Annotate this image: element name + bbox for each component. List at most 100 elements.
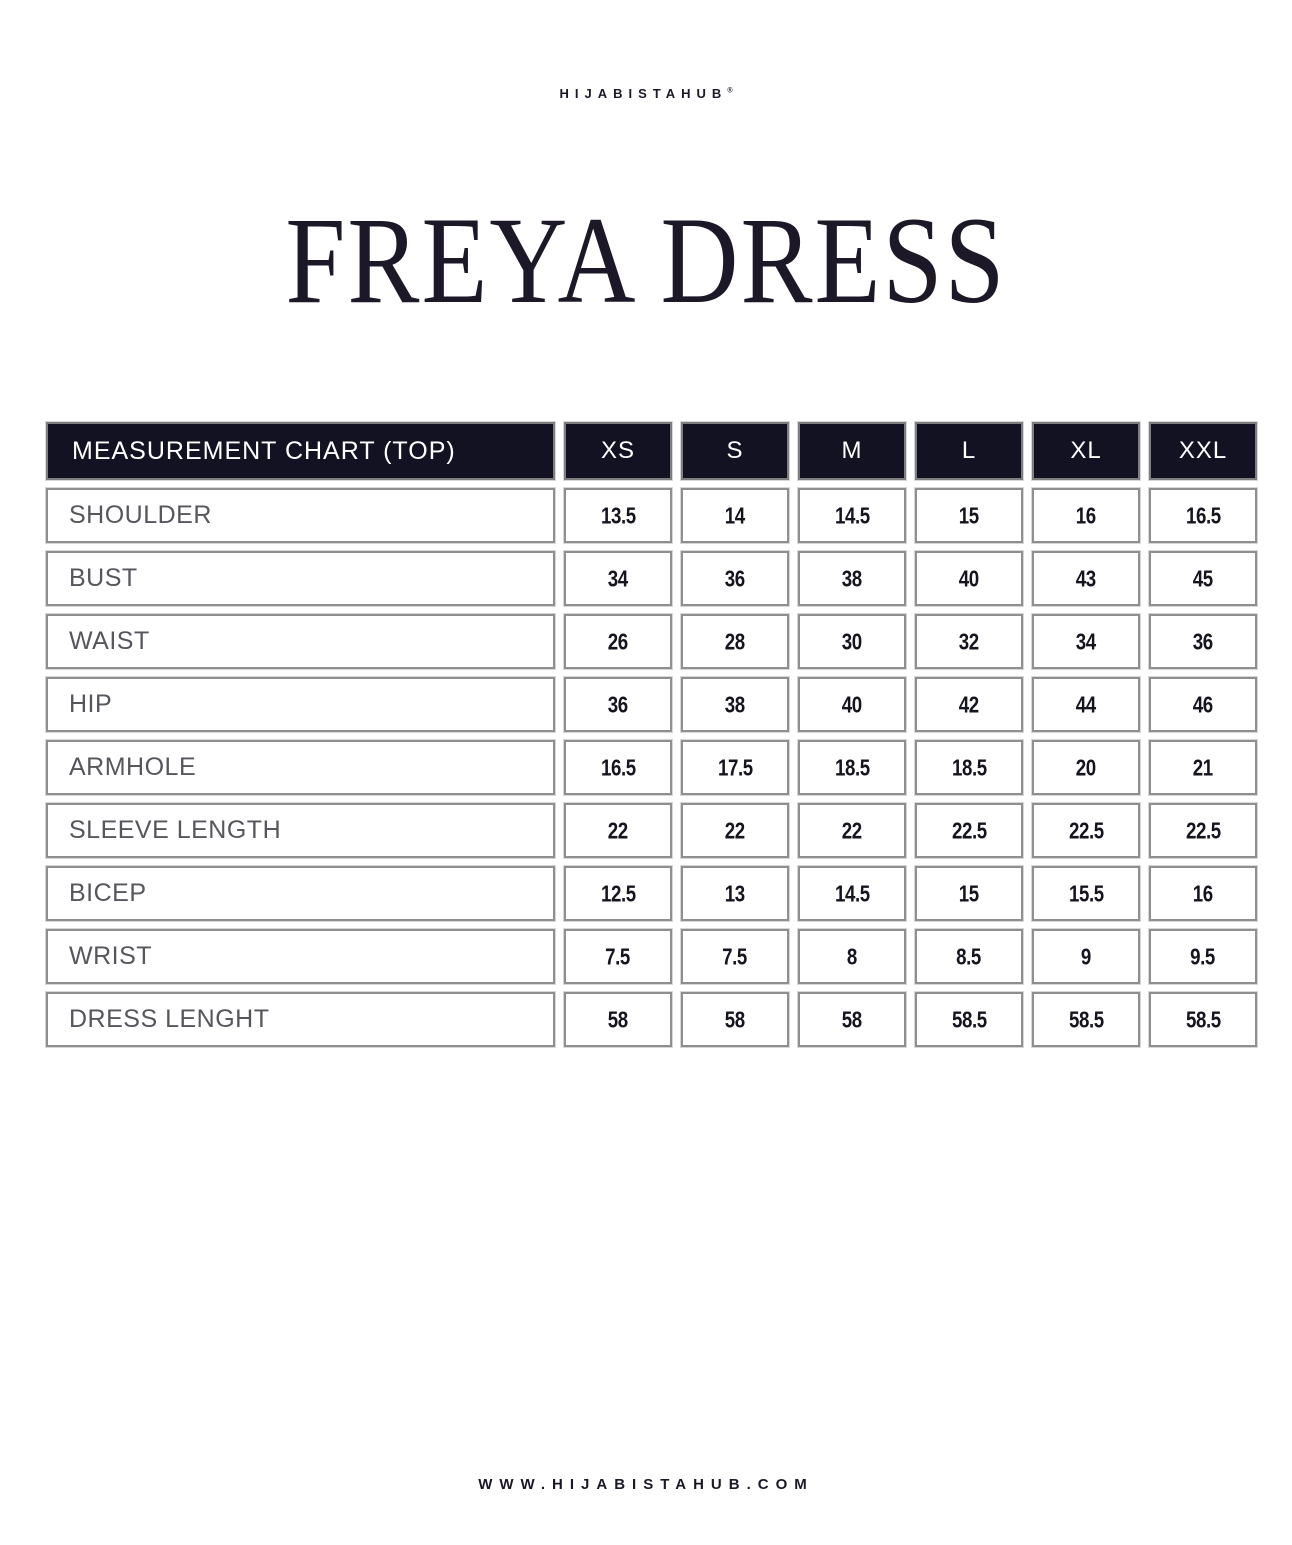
measurement-value: 40 — [842, 690, 862, 718]
value-hip-l: 42 — [915, 677, 1023, 732]
value-armhole-xs: 16.5 — [564, 740, 672, 795]
size-header-xxl: XXL — [1149, 422, 1257, 480]
measurement-value: 18.5 — [951, 753, 987, 781]
value-bicep-m: 14.5 — [798, 866, 906, 921]
measurement-value: 43 — [1076, 564, 1096, 592]
brand-logo-regular: HIJABISTA — [559, 86, 682, 101]
measurement-value: 17.5 — [717, 753, 753, 781]
value-sleeve-length-xxl: 22.5 — [1149, 803, 1257, 858]
size-header-l: L — [915, 422, 1023, 480]
value-wrist-s: 7.5 — [681, 929, 789, 984]
measurement-value: 28 — [725, 627, 745, 655]
value-armhole-s: 17.5 — [681, 740, 789, 795]
size-header-xl: XL — [1032, 422, 1140, 480]
measurement-value: 32 — [959, 627, 979, 655]
size-header-m: M — [798, 422, 906, 480]
value-bust-l: 40 — [915, 551, 1023, 606]
row-label-armhole: ARMHOLE — [46, 740, 555, 795]
measurement-value: 45 — [1193, 564, 1213, 592]
measurement-value: 15 — [959, 501, 979, 529]
row-label-dress-lenght: DRESS LENGHT — [46, 992, 555, 1047]
value-armhole-xxl: 21 — [1149, 740, 1257, 795]
value-hip-xxl: 46 — [1149, 677, 1257, 732]
value-waist-xxl: 36 — [1149, 614, 1257, 669]
measurement-value: 42 — [959, 690, 979, 718]
value-bicep-xxl: 16 — [1149, 866, 1257, 921]
measurement-value: 9.5 — [1190, 942, 1216, 970]
value-armhole-m: 18.5 — [798, 740, 906, 795]
measurement-value: 12.5 — [600, 879, 636, 907]
value-bust-s: 36 — [681, 551, 789, 606]
measurement-value: 58 — [725, 1005, 745, 1033]
measurement-value: 22.5 — [951, 816, 987, 844]
value-hip-xs: 36 — [564, 677, 672, 732]
value-armhole-l: 18.5 — [915, 740, 1023, 795]
row-label-bicep: BICEP — [46, 866, 555, 921]
value-wrist-xxl: 9.5 — [1149, 929, 1257, 984]
measurement-value: 7.5 — [605, 942, 631, 970]
value-waist-s: 28 — [681, 614, 789, 669]
row-label-hip: HIP — [46, 677, 555, 732]
value-bicep-xs: 12.5 — [564, 866, 672, 921]
value-shoulder-s: 14 — [681, 488, 789, 543]
value-wrist-xl: 9 — [1032, 929, 1140, 984]
value-hip-m: 40 — [798, 677, 906, 732]
value-wrist-xs: 7.5 — [564, 929, 672, 984]
measurement-value: 58.5 — [1068, 1005, 1104, 1033]
measurement-value: 34 — [1076, 627, 1096, 655]
measurement-value: 44 — [1076, 690, 1096, 718]
measurement-value: 14.5 — [834, 501, 870, 529]
measurement-value: 18.5 — [834, 753, 870, 781]
value-dress-lenght-s: 58 — [681, 992, 789, 1047]
value-waist-l: 32 — [915, 614, 1023, 669]
value-bicep-l: 15 — [915, 866, 1023, 921]
value-dress-lenght-m: 58 — [798, 992, 906, 1047]
value-sleeve-length-xs: 22 — [564, 803, 672, 858]
measurement-value: 40 — [959, 564, 979, 592]
value-shoulder-m: 14.5 — [798, 488, 906, 543]
row-label-sleeve-length: SLEEVE LENGTH — [46, 803, 555, 858]
value-sleeve-length-s: 22 — [681, 803, 789, 858]
measurement-value: 58 — [608, 1005, 628, 1033]
measurement-value: 13 — [725, 879, 745, 907]
value-bicep-s: 13 — [681, 866, 789, 921]
measurement-value: 22.5 — [1068, 816, 1104, 844]
measurement-value: 58 — [842, 1005, 862, 1033]
measurement-table: MEASUREMENT CHART (TOP) XS S M L XL XXL SHOULDE… — [46, 422, 1257, 1047]
measurement-value: 8.5 — [956, 942, 982, 970]
measurement-value: 16 — [1193, 879, 1213, 907]
measurement-value: 15 — [959, 879, 979, 907]
row-label-shoulder: SHOULDER — [46, 488, 555, 543]
row-label-bust: BUST — [46, 551, 555, 606]
value-hip-xl: 44 — [1032, 677, 1140, 732]
measurement-value: 15.5 — [1068, 879, 1104, 907]
measurement-value: 13.5 — [600, 501, 636, 529]
value-bust-xs: 34 — [564, 551, 672, 606]
row-label-waist: WAIST — [46, 614, 555, 669]
measurement-value: 16.5 — [1185, 501, 1221, 529]
value-sleeve-length-m: 22 — [798, 803, 906, 858]
value-bicep-xl: 15.5 — [1032, 866, 1140, 921]
value-wrist-m: 8 — [798, 929, 906, 984]
measurement-value: 20 — [1076, 753, 1096, 781]
value-armhole-xl: 20 — [1032, 740, 1140, 795]
value-dress-lenght-xl: 58.5 — [1032, 992, 1140, 1047]
value-waist-m: 30 — [798, 614, 906, 669]
measurement-value: 22 — [608, 816, 628, 844]
registered-trademark-symbol: ® — [727, 87, 733, 95]
value-wrist-l: 8.5 — [915, 929, 1023, 984]
value-waist-xs: 26 — [564, 614, 672, 669]
brand-logo-bold: HUB — [681, 86, 728, 101]
measurement-value: 14.5 — [834, 879, 870, 907]
value-shoulder-l: 15 — [915, 488, 1023, 543]
measurement-value: 36 — [608, 690, 628, 718]
measurement-value: 38 — [842, 564, 862, 592]
row-label-wrist: WRIST — [46, 929, 555, 984]
measurement-value: 21 — [1193, 753, 1213, 781]
size-header-s: S — [681, 422, 789, 480]
measurement-value: 14 — [725, 501, 745, 529]
value-bust-xxl: 45 — [1149, 551, 1257, 606]
size-header-xs: XS — [564, 422, 672, 480]
value-shoulder-xl: 16 — [1032, 488, 1140, 543]
measurement-value: 8 — [847, 942, 857, 970]
